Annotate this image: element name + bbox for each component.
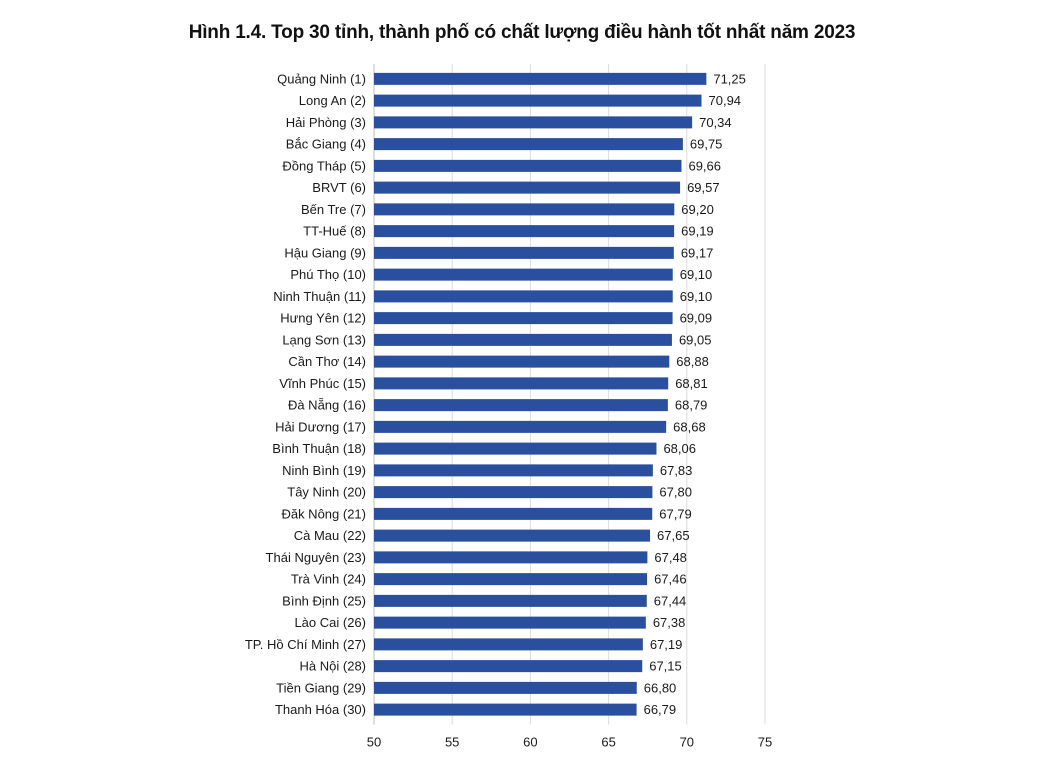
category-label: Đăk Nông (21) xyxy=(281,506,366,521)
bar xyxy=(374,442,657,455)
bar xyxy=(374,94,702,107)
data-label: 71,25 xyxy=(713,71,746,86)
data-label: 69,20 xyxy=(681,202,714,217)
category-label: Hải Phòng (3) xyxy=(286,115,366,130)
data-label: 67,79 xyxy=(659,506,692,521)
data-label: 67,48 xyxy=(654,550,687,565)
data-label: 67,83 xyxy=(660,463,693,478)
data-label: 66,79 xyxy=(644,702,677,717)
x-tick-label: 50 xyxy=(367,735,381,750)
bar xyxy=(374,355,670,368)
bar xyxy=(374,203,675,216)
category-label: Thái Nguyên (23) xyxy=(266,550,366,565)
category-label: Tiền Giang (29) xyxy=(276,680,366,695)
bar xyxy=(374,290,673,303)
bar xyxy=(374,703,637,716)
data-label: 69,09 xyxy=(680,311,713,326)
data-label: 69,17 xyxy=(681,245,714,260)
chart-title: Hình 1.4. Top 30 tỉnh, thành phố có chất… xyxy=(188,22,856,43)
bar xyxy=(374,225,675,238)
category-label: Long An (2) xyxy=(299,93,366,108)
bar xyxy=(374,333,672,346)
bar xyxy=(374,159,682,172)
category-label: Ninh Thuận (11) xyxy=(273,289,366,304)
bar xyxy=(374,507,653,520)
x-tick-label: 70 xyxy=(680,735,694,750)
data-label: 70,34 xyxy=(699,115,732,130)
category-label: Đồng Tháp (5) xyxy=(282,158,366,173)
data-label: 67,46 xyxy=(654,572,687,587)
bar xyxy=(374,399,668,412)
x-tick-label: 65 xyxy=(601,735,615,750)
data-label: 68,88 xyxy=(676,354,709,369)
category-label: TT-Huế (8) xyxy=(303,224,366,239)
data-label: 69,19 xyxy=(681,224,714,239)
category-label: Đà Nẵng (16) xyxy=(288,398,366,413)
bar xyxy=(374,312,673,325)
data-label: 68,81 xyxy=(675,376,708,391)
data-label: 68,06 xyxy=(663,441,696,456)
category-label: Lào Cai (26) xyxy=(294,615,366,630)
data-label: 68,79 xyxy=(675,398,708,413)
data-label: 69,10 xyxy=(680,267,713,282)
category-label: TP. Hồ Chí Minh (27) xyxy=(245,637,366,652)
category-label: Hưng Yên (12) xyxy=(280,311,366,326)
category-label: BRVT (6) xyxy=(312,180,366,195)
bar xyxy=(374,594,647,607)
data-label: 69,05 xyxy=(679,332,712,347)
data-label: 68,68 xyxy=(673,419,706,434)
category-label: Cà Mau (22) xyxy=(294,528,366,543)
bar xyxy=(374,420,667,433)
bar xyxy=(374,573,648,586)
data-label: 67,15 xyxy=(649,659,682,674)
bar xyxy=(374,138,683,151)
data-label: 67,80 xyxy=(659,485,692,500)
category-label: Phú Thọ (10) xyxy=(290,267,366,282)
category-label: Hải Dương (17) xyxy=(275,419,366,434)
data-label: 69,75 xyxy=(690,137,723,152)
category-label: Ninh Bình (19) xyxy=(282,463,366,478)
category-label: Trà Vinh (24) xyxy=(291,572,366,587)
category-label: Tây Ninh (20) xyxy=(287,485,366,500)
data-label: 70,94 xyxy=(709,93,742,108)
bar xyxy=(374,72,707,85)
bar xyxy=(374,377,669,390)
data-label: 67,38 xyxy=(653,615,686,630)
category-label: Bình Định (25) xyxy=(282,593,366,608)
category-label: Bến Tre (7) xyxy=(301,202,366,217)
bar xyxy=(374,246,674,259)
bar xyxy=(374,638,643,651)
x-tick-label: 75 xyxy=(758,735,772,750)
data-label: 67,44 xyxy=(654,593,687,608)
data-label: 69,66 xyxy=(688,158,721,173)
category-label: Cần Thơ (14) xyxy=(288,354,366,369)
bar xyxy=(374,529,651,542)
data-label: 66,80 xyxy=(644,680,677,695)
data-label: 69,10 xyxy=(680,289,713,304)
category-label: Thanh Hóa (30) xyxy=(275,702,366,717)
bar xyxy=(374,551,648,564)
bar xyxy=(374,486,653,499)
category-label: Hậu Giang (9) xyxy=(284,245,366,260)
x-tick-label: 60 xyxy=(523,735,537,750)
bar xyxy=(374,116,693,129)
data-label: 69,57 xyxy=(687,180,720,195)
data-label: 67,65 xyxy=(657,528,690,543)
category-label: Hà Nội (28) xyxy=(300,659,366,674)
bar xyxy=(374,181,681,194)
x-tick-label: 55 xyxy=(445,735,459,750)
bar xyxy=(374,660,643,673)
bar xyxy=(374,268,673,281)
category-label: Bình Thuận (18) xyxy=(272,441,366,456)
category-label: Bắc Giang (4) xyxy=(286,137,366,152)
category-label: Vĩnh Phúc (15) xyxy=(279,376,366,391)
category-label: Lạng Sơn (13) xyxy=(282,332,366,347)
bar xyxy=(374,681,637,694)
bar xyxy=(374,464,653,477)
category-label: Quảng Ninh (1) xyxy=(277,71,366,86)
bar xyxy=(374,616,646,629)
data-label: 67,19 xyxy=(650,637,683,652)
